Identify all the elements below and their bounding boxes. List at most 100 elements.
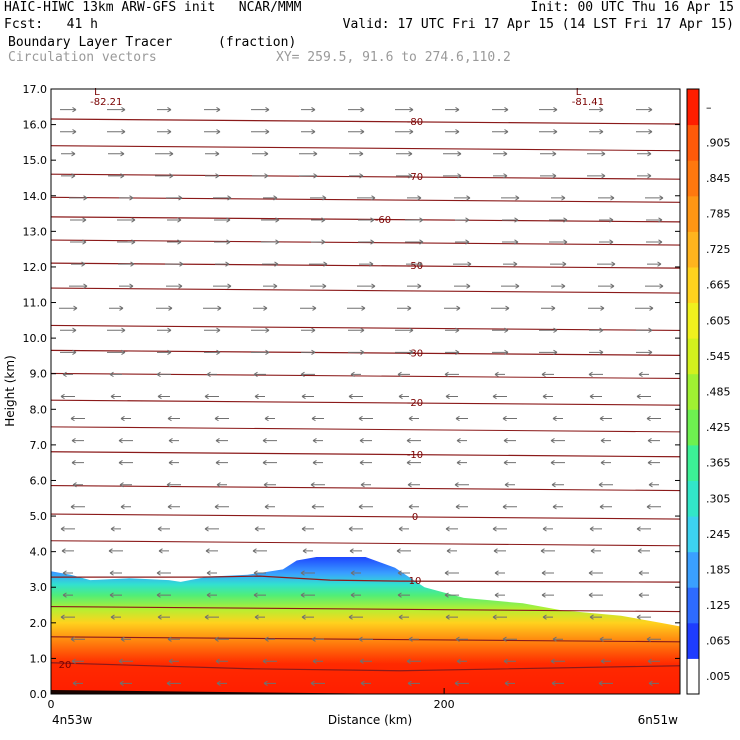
y-tick-label: 9.0 [30, 368, 48, 381]
circulation-vector [108, 548, 123, 554]
circulation-vector [408, 415, 419, 422]
contour-label: -80 [407, 117, 423, 128]
circulation-vector [599, 636, 612, 642]
colorbar-label: .245 [706, 528, 731, 541]
circulation-vector [493, 548, 506, 554]
circulation-vector [261, 239, 280, 245]
circulation-vector [117, 239, 136, 245]
circulation-vector [302, 548, 313, 554]
circulation-vector [109, 592, 122, 598]
y-tick-label: 4.0 [30, 546, 48, 559]
circulation-vector [542, 614, 553, 620]
circulation-vector [589, 614, 602, 620]
circulation-vector [299, 173, 318, 179]
circulation-vector [638, 592, 649, 598]
circulation-vector [492, 614, 507, 620]
circulation-vector [156, 305, 173, 311]
circulation-vector [646, 636, 661, 642]
circulation-vector [503, 261, 518, 267]
y-axis-label: Height (km) [3, 355, 17, 426]
circulation-vector [253, 570, 266, 576]
circulation-vector [348, 327, 365, 333]
isotherm-line-6 [50, 426, 681, 433]
colorbar-frame [686, 88, 700, 695]
circulation-vector [636, 349, 653, 355]
circulation-vector [647, 261, 662, 267]
circulation-vector [455, 415, 468, 422]
circulation-vector [251, 107, 270, 113]
circulation-vector [398, 393, 409, 400]
circulation-vector [501, 195, 520, 201]
circulation-vector [552, 504, 563, 510]
circulation-vector [647, 658, 660, 664]
circulation-vector [359, 437, 372, 444]
circulation-vector [263, 283, 278, 289]
vector-title: Circulation vectors [8, 50, 157, 65]
circulation-vector [109, 371, 122, 378]
circulation-vector [454, 283, 471, 289]
circulation-vector [166, 283, 183, 289]
circulation-vector [254, 393, 265, 400]
circulation-vector [502, 504, 517, 510]
circulation-vector [443, 173, 462, 179]
circulation-vector [598, 680, 613, 686]
circulation-vector [262, 261, 279, 267]
circulation-vector [407, 195, 422, 201]
circulation-vector [636, 393, 651, 400]
circulation-vector [638, 371, 649, 378]
circulation-vector [166, 195, 183, 201]
circulation-vector [311, 415, 324, 422]
circulation-vector [600, 658, 611, 664]
circulation-vector [213, 195, 232, 201]
colorbar-segment [687, 409, 699, 446]
circulation-vector [155, 151, 174, 157]
circulation-vector [262, 658, 277, 664]
circulation-vector [502, 239, 519, 245]
circulation-vector [117, 217, 136, 223]
circulation-vector [398, 526, 409, 532]
circulation-vector [348, 614, 363, 620]
circulation-vector [454, 482, 469, 488]
circulation-vector [301, 327, 316, 333]
circulation-vector [494, 371, 505, 378]
circulation-vector [636, 327, 653, 333]
circulation-vector [357, 283, 376, 289]
circulation-vector [445, 129, 460, 135]
isotherm-line-3 [50, 287, 681, 294]
circulation-vector [349, 548, 362, 554]
circulation-vector [215, 460, 228, 466]
circulation-vector [455, 217, 470, 223]
circulation-vector [310, 482, 325, 488]
circulation-vector [456, 460, 467, 466]
circulation-vector [540, 173, 557, 179]
circulation-vector [156, 371, 171, 378]
circulation-vector [541, 305, 556, 311]
circulation-vector [549, 217, 568, 223]
circulation-vector [455, 239, 470, 245]
circulation-vector [107, 107, 126, 113]
contour-label: 20 [59, 660, 72, 671]
circulation-vector [395, 327, 414, 333]
y-tick-label: 13.0 [23, 225, 48, 238]
circulation-vector [119, 482, 132, 488]
circulation-vector [311, 504, 324, 510]
circulation-vector [492, 107, 509, 113]
circulation-vector [550, 437, 565, 444]
colorbar-segment [687, 338, 699, 375]
contour-label: 10 [409, 576, 422, 587]
circulation-vector [637, 548, 650, 554]
colorbar-segment [687, 551, 699, 588]
circulation-vector [395, 107, 414, 113]
circulation-vector [598, 195, 615, 201]
y-tick-label: 1.0 [30, 652, 48, 665]
circulation-vector [540, 151, 557, 157]
header-line1-right: Init: 00 UTC Thu 16 Apr 15 [530, 0, 735, 15]
circulation-vector [542, 526, 553, 532]
circulation-vector [405, 239, 424, 245]
circulation-vector [600, 460, 611, 466]
xy-coordinates: XY= 259.5, 91.6 to 274.6,110.2 [276, 50, 511, 65]
circulation-vector [119, 283, 134, 289]
circulation-vector [167, 636, 180, 642]
circulation-vector [588, 371, 603, 378]
